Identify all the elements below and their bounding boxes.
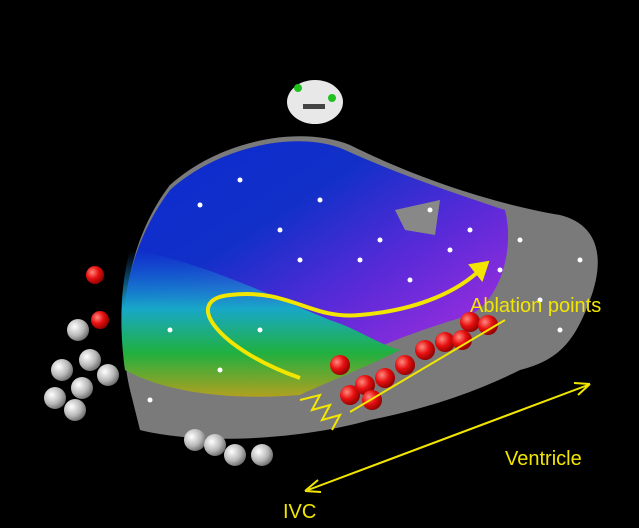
catheter	[287, 80, 343, 124]
ablation-points-label: Ablation points	[470, 295, 601, 317]
ivc-label: IVC	[283, 501, 316, 523]
electroanatomic-map: Ablation points Ventricle IVC	[0, 0, 639, 528]
ventricle-label: Ventricle	[505, 448, 582, 470]
